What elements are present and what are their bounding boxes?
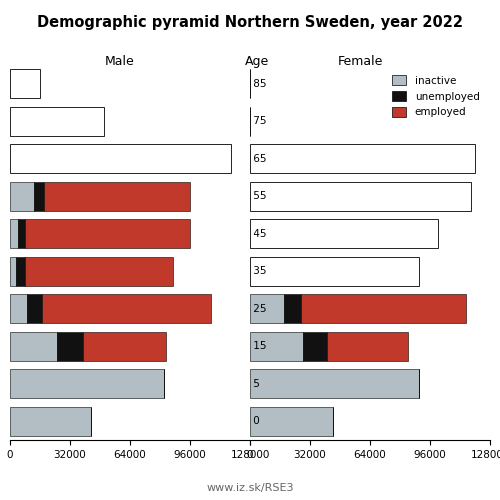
Text: 85: 85 xyxy=(250,78,266,89)
Bar xyxy=(10,182,34,211)
Bar xyxy=(250,219,438,248)
Bar xyxy=(250,369,419,398)
Text: 5: 5 xyxy=(250,379,260,389)
Bar xyxy=(10,219,18,248)
Bar xyxy=(250,182,471,211)
Bar xyxy=(44,182,190,211)
Bar xyxy=(10,369,164,398)
Legend: inactive, unemployed, employed: inactive, unemployed, employed xyxy=(386,70,485,122)
Bar xyxy=(250,294,284,324)
Text: www.iz.sk/RSE3: www.iz.sk/RSE3 xyxy=(206,482,294,492)
Text: 25: 25 xyxy=(250,304,266,314)
Bar xyxy=(10,406,90,436)
Text: 15: 15 xyxy=(250,341,266,351)
Bar xyxy=(250,406,332,436)
Bar xyxy=(27,294,42,324)
Bar xyxy=(18,219,25,248)
Bar xyxy=(250,144,475,174)
Bar xyxy=(16,256,25,286)
Text: 0: 0 xyxy=(250,416,260,426)
Bar xyxy=(250,256,419,286)
Text: 35: 35 xyxy=(250,266,266,276)
Text: 45: 45 xyxy=(250,229,266,239)
Bar xyxy=(302,332,327,361)
Bar xyxy=(10,106,104,136)
Bar xyxy=(42,294,210,324)
Bar xyxy=(10,294,27,324)
Text: 75: 75 xyxy=(250,116,266,126)
Bar xyxy=(57,332,83,361)
Text: Female: Female xyxy=(338,55,382,68)
Text: 55: 55 xyxy=(250,191,266,201)
Bar xyxy=(10,332,57,361)
Text: Demographic pyramid Northern Sweden, year 2022: Demographic pyramid Northern Sweden, yea… xyxy=(37,15,463,30)
Bar xyxy=(10,256,16,286)
Bar xyxy=(10,69,40,98)
Bar xyxy=(10,144,231,174)
Bar xyxy=(25,256,173,286)
Text: Age: Age xyxy=(246,55,270,68)
Bar xyxy=(83,332,166,361)
Text: 65: 65 xyxy=(250,154,266,164)
Bar xyxy=(250,332,302,361)
Bar xyxy=(25,219,190,248)
Bar xyxy=(300,294,466,324)
Bar xyxy=(327,332,407,361)
Bar xyxy=(34,182,44,211)
Text: Male: Male xyxy=(105,55,135,68)
Bar xyxy=(284,294,300,324)
